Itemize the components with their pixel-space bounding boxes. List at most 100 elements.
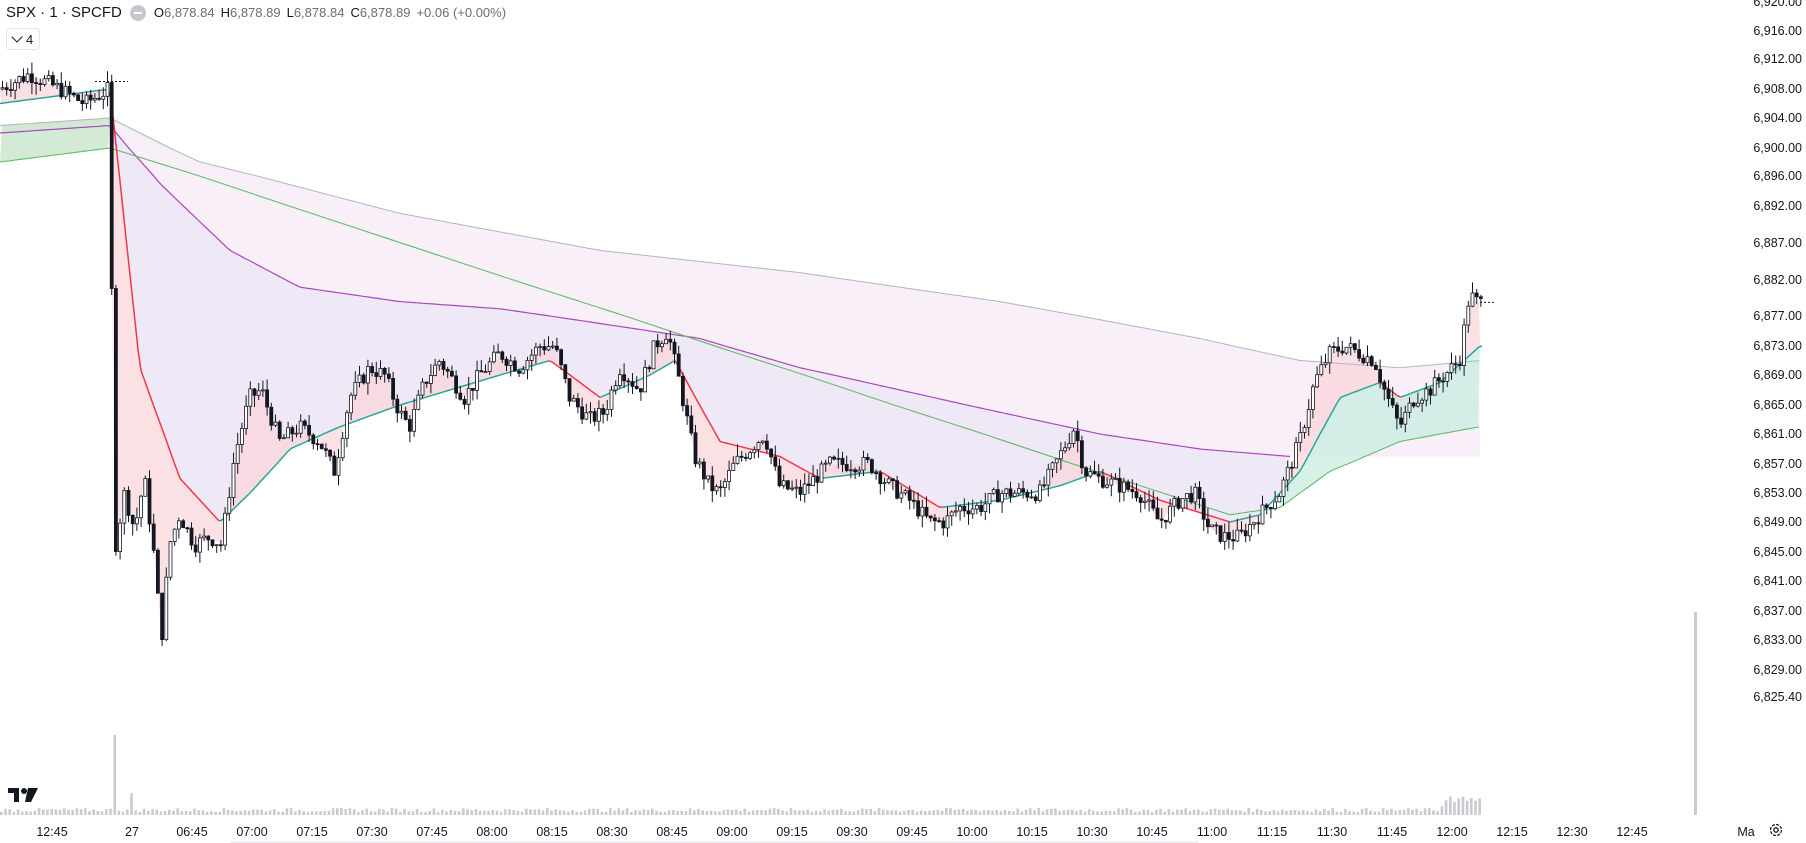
- candle: [1403, 405, 1408, 433]
- volume-bar: [462, 808, 465, 815]
- candle: [777, 458, 782, 488]
- candle: [630, 373, 635, 394]
- ema-fast-segment: [1049, 486, 1054, 489]
- volume-bar: [785, 811, 788, 815]
- ema-fast-segment: [1082, 475, 1087, 479]
- ema-fast-segment: [1232, 519, 1237, 523]
- ema-fast-segment: [1469, 351, 1474, 356]
- candle: [723, 478, 727, 497]
- ema-fast-segment: [149, 395, 154, 405]
- time-tick-label: 12:00: [1436, 825, 1467, 839]
- candle: [609, 385, 614, 417]
- price-tick-label: 6,908.00: [1753, 82, 1802, 96]
- volume-bar: [1155, 809, 1158, 815]
- chevron-down-icon: [11, 31, 23, 43]
- candle: [1416, 392, 1420, 408]
- volume-bar: [886, 810, 889, 815]
- ema-fast-segment: [449, 388, 454, 391]
- volume-bar: [1390, 808, 1393, 815]
- ema-fast-segment: [794, 464, 799, 468]
- candle: [210, 539, 215, 548]
- ema-fast-segment: [194, 494, 199, 499]
- volume-bar: [466, 809, 469, 815]
- candle: [861, 450, 866, 476]
- volume-bar: [949, 808, 952, 815]
- volume-bar: [966, 810, 969, 815]
- candle: [1420, 397, 1424, 413]
- ema-fast-segment: [1364, 386, 1369, 389]
- ema-fast-segment: [299, 442, 304, 446]
- volume-bar: [1360, 808, 1364, 815]
- candle: [315, 438, 320, 451]
- ema-fast-segment: [695, 398, 700, 405]
- volume-bar: [88, 811, 91, 815]
- volume-bar: [1226, 808, 1229, 815]
- ohlc-readout: O6,878.84 H6,878.89 L6,878.84 C6,878.89 …: [154, 5, 506, 20]
- low-label: L: [286, 5, 294, 20]
- volume-bar: [1134, 811, 1137, 815]
- ema-fast-segment: [746, 447, 751, 450]
- ema-fast-segment: [1226, 520, 1231, 523]
- candle: [878, 470, 883, 495]
- ema-fast-segment: [659, 366, 664, 370]
- ema-fast-segment: [788, 460, 793, 464]
- minus-circle-icon[interactable]: [129, 4, 146, 21]
- symbol-title[interactable]: SPX · 1 · SPCFD: [6, 4, 122, 21]
- ema-fast-segment: [1106, 473, 1111, 477]
- volume-bar: [378, 808, 381, 815]
- tradingview-logo-icon[interactable]: [8, 786, 40, 804]
- ema-fast-segment: [1031, 491, 1036, 494]
- volume-bar: [1138, 811, 1141, 815]
- ema-fast-segment: [1472, 349, 1477, 353]
- volume-bar: [730, 810, 734, 815]
- ema-fast-segment: [779, 455, 784, 459]
- candle: [1256, 516, 1261, 534]
- candle: [626, 378, 631, 393]
- ema-fast-segment: [494, 374, 499, 378]
- price-tick-label: 6,825.40: [1753, 690, 1802, 704]
- ema-mid-line: [0, 124, 1291, 458]
- volume-bar: [1260, 809, 1263, 815]
- volume-bar: [558, 810, 562, 815]
- ema-fast-segment: [1307, 450, 1312, 457]
- volume-bar: [1428, 808, 1431, 815]
- candle: [370, 362, 375, 377]
- volume-bar: [289, 808, 293, 815]
- volume-bar: [1188, 811, 1192, 815]
- candle: [491, 345, 496, 364]
- ema-fast-segment: [1361, 387, 1366, 390]
- candle: [752, 446, 757, 459]
- volume-bar: [1041, 811, 1045, 815]
- candle: [260, 380, 265, 397]
- ema-fast-segment: [1223, 519, 1228, 522]
- volume-bar: [1255, 808, 1259, 815]
- volume-bar: [352, 809, 356, 815]
- candle: [0, 80, 5, 91]
- candle: [1474, 289, 1479, 305]
- candle: [328, 449, 333, 461]
- ema-fast-segment: [305, 439, 310, 443]
- ema-fast-segment: [578, 381, 583, 385]
- candle: [164, 567, 169, 642]
- ema-fast-segment: [1136, 488, 1141, 492]
- volume-bar: [1302, 810, 1305, 815]
- gear-icon[interactable]: [1768, 822, 1784, 838]
- candle: [101, 87, 106, 110]
- volume-bar: [756, 810, 759, 815]
- ema-fast-segment: [698, 403, 703, 410]
- candle: [899, 485, 904, 504]
- ema-fast-segment: [419, 397, 424, 400]
- volume-bar: [1020, 811, 1024, 815]
- ema-fast-segment: [1337, 396, 1342, 402]
- time-tick-label: 07:00: [236, 825, 267, 839]
- ema-fast-segment: [293, 445, 298, 448]
- candle: [1193, 483, 1198, 511]
- volume-bar: [298, 809, 301, 815]
- volume-bar: [1356, 811, 1360, 815]
- candle: [639, 388, 643, 401]
- candle: [706, 475, 710, 483]
- indicators-toggle-button[interactable]: 4: [6, 28, 41, 50]
- volume-bar: [919, 810, 923, 815]
- candle: [916, 492, 920, 520]
